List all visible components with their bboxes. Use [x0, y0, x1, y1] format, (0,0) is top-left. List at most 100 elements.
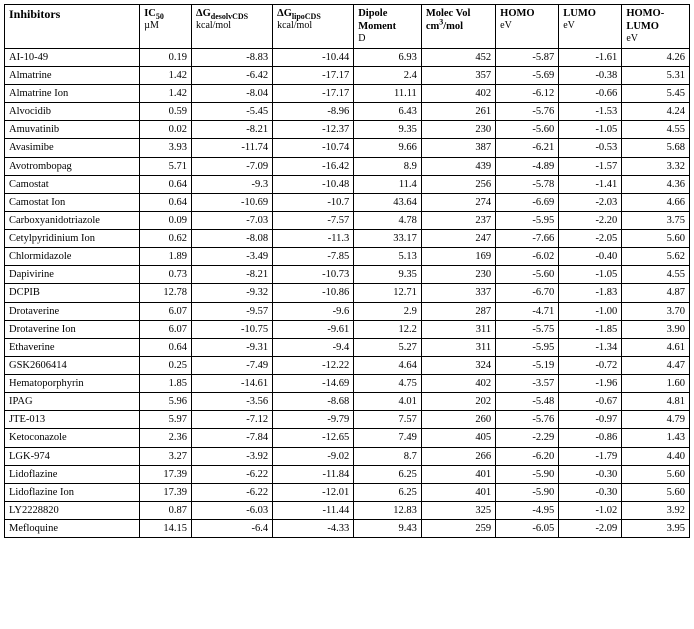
table-row: Avasimibe3.93-11.74-10.749.66387-6.21-0.…	[5, 139, 690, 157]
cell-ic50: 0.09	[140, 211, 192, 229]
cell-name: Alvocidib	[5, 103, 140, 121]
cell-dipole: 9.66	[354, 139, 422, 157]
cell-ic50: 3.93	[140, 139, 192, 157]
cell-molvol: 237	[421, 211, 495, 229]
cell-homo: -6.20	[496, 447, 559, 465]
cell-dg_desolv: -6.03	[192, 501, 273, 519]
col-homolumo-unit: eV	[626, 33, 685, 46]
cell-dg_lipo: -11.84	[273, 465, 354, 483]
cell-molvol: 230	[421, 121, 495, 139]
cell-dipole: 5.27	[354, 338, 422, 356]
cell-dipole: 6.25	[354, 465, 422, 483]
cell-molvol: 452	[421, 48, 495, 66]
cell-gap: 5.60	[622, 483, 690, 501]
cell-ic50: 5.97	[140, 411, 192, 429]
cell-name: Amuvatinib	[5, 121, 140, 139]
cell-dipole: 12.83	[354, 501, 422, 519]
cell-dg_lipo: -10.48	[273, 175, 354, 193]
cell-name: Hematoporphyrin	[5, 375, 140, 393]
col-dipole-unit: D	[358, 33, 417, 46]
table-row: Ethaverine0.64-9.31-9.45.27311-5.95-1.34…	[5, 338, 690, 356]
cell-molvol: 260	[421, 411, 495, 429]
cell-dipole: 2.4	[354, 66, 422, 84]
cell-lumo: -0.97	[559, 411, 622, 429]
cell-molvol: 311	[421, 320, 495, 338]
cell-molvol: 169	[421, 248, 495, 266]
col-lumo-label: LUMO	[563, 8, 596, 19]
cell-lumo: -1.61	[559, 48, 622, 66]
cell-dg_lipo: -11.3	[273, 230, 354, 248]
cell-dg_desolv: -3.56	[192, 393, 273, 411]
table-row: Camostat Ion0.64-10.69-10.743.64274-6.69…	[5, 193, 690, 211]
cell-homo: -5.90	[496, 483, 559, 501]
cell-dg_desolv: -9.32	[192, 284, 273, 302]
cell-dg_desolv: -7.03	[192, 211, 273, 229]
cell-dipole: 12.71	[354, 284, 422, 302]
cell-lumo: -0.53	[559, 139, 622, 157]
cell-molvol: 256	[421, 175, 495, 193]
cell-dg_lipo: -8.68	[273, 393, 354, 411]
cell-dg_lipo: -9.4	[273, 338, 354, 356]
cell-gap: 4.26	[622, 48, 690, 66]
cell-gap: 5.60	[622, 230, 690, 248]
cell-gap: 4.24	[622, 103, 690, 121]
cell-ic50: 2.36	[140, 429, 192, 447]
cell-molvol: 325	[421, 501, 495, 519]
table-body: AI-10-490.19-8.83-10.446.93452-5.87-1.61…	[5, 48, 690, 537]
cell-dg_lipo: -9.61	[273, 320, 354, 338]
cell-name: LGK-974	[5, 447, 140, 465]
cell-dipole: 7.49	[354, 429, 422, 447]
cell-dg_lipo: -10.44	[273, 48, 354, 66]
cell-homo: -4.95	[496, 501, 559, 519]
cell-name: Carboxyanidotriazole	[5, 211, 140, 229]
cell-lumo: -1.05	[559, 266, 622, 284]
col-dg-lipo-label: ΔGlipoCDS	[277, 8, 321, 19]
cell-gap: 5.45	[622, 85, 690, 103]
col-ic50-label: IC50	[144, 8, 164, 19]
cell-dipole: 9.35	[354, 121, 422, 139]
cell-ic50: 0.62	[140, 230, 192, 248]
cell-lumo: -1.83	[559, 284, 622, 302]
cell-homo: -5.95	[496, 338, 559, 356]
cell-lumo: -2.05	[559, 230, 622, 248]
table-row: Chlormidazole1.89-3.49-7.855.13169-6.02-…	[5, 248, 690, 266]
cell-homo: -2.29	[496, 429, 559, 447]
cell-homo: -5.87	[496, 48, 559, 66]
cell-gap: 4.47	[622, 356, 690, 374]
cell-lumo: -1.57	[559, 157, 622, 175]
cell-ic50: 0.73	[140, 266, 192, 284]
table-row: LY22288200.87-6.03-11.4412.83325-4.95-1.…	[5, 501, 690, 519]
cell-lumo: -1.02	[559, 501, 622, 519]
cell-dg_desolv: -8.08	[192, 230, 273, 248]
cell-molvol: 402	[421, 375, 495, 393]
cell-ic50: 6.07	[140, 320, 192, 338]
cell-lumo: -0.72	[559, 356, 622, 374]
cell-dg_desolv: -9.57	[192, 302, 273, 320]
cell-dg_lipo: -16.42	[273, 157, 354, 175]
col-molvol-label: Molec Vol cm3/mol	[426, 8, 471, 32]
cell-homo: -5.90	[496, 465, 559, 483]
cell-ic50: 1.42	[140, 66, 192, 84]
table-row: Cetylpyridinium Ion0.62-8.08-11.333.1724…	[5, 230, 690, 248]
cell-molvol: 274	[421, 193, 495, 211]
cell-dipole: 6.93	[354, 48, 422, 66]
cell-lumo: -1.96	[559, 375, 622, 393]
col-ic50-unit: µM	[144, 20, 187, 33]
cell-dg_desolv: -6.22	[192, 483, 273, 501]
cell-gap: 1.43	[622, 429, 690, 447]
cell-dg_lipo: -12.22	[273, 356, 354, 374]
cell-dg_desolv: -6.4	[192, 520, 273, 538]
col-inhibitors: Inhibitors	[5, 5, 140, 49]
cell-dipole: 4.01	[354, 393, 422, 411]
cell-homo: -6.70	[496, 284, 559, 302]
cell-dipole: 11.4	[354, 175, 422, 193]
cell-dipole: 6.25	[354, 483, 422, 501]
cell-dipole: 8.7	[354, 447, 422, 465]
cell-ic50: 14.15	[140, 520, 192, 538]
cell-lumo: -1.79	[559, 447, 622, 465]
cell-homo: -6.21	[496, 139, 559, 157]
col-homolumo: HOMO-LUMO eV	[622, 5, 690, 49]
cell-ic50: 5.71	[140, 157, 192, 175]
cell-dipole: 33.17	[354, 230, 422, 248]
cell-molvol: 202	[421, 393, 495, 411]
